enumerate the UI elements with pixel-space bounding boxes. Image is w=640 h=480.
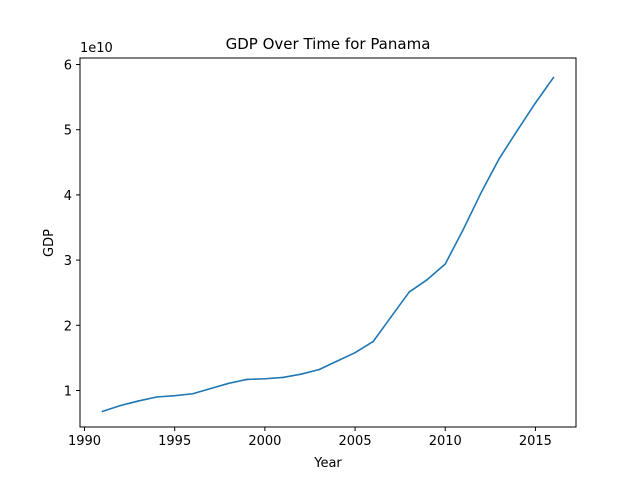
gdp-data-point (119, 404, 122, 407)
gdp-data-point (354, 351, 356, 354)
gdp-data-point (336, 360, 338, 362)
gdp-data-point (155, 396, 158, 398)
gdp-data-point (228, 382, 230, 385)
x-axis-ticks: 1990 1995 2000 2005 2010 2015 (68, 427, 552, 449)
y-axis-offset-label: 1e10 (80, 41, 113, 56)
gdp-data-point (390, 316, 392, 318)
gdp-data-point (282, 376, 284, 379)
gdp-data-point (516, 129, 519, 132)
gdp-data-point (498, 157, 501, 160)
x-tick-label: 1990 (68, 434, 101, 449)
y-tick-label: 3 (64, 254, 72, 269)
y-tick-label: 4 (64, 189, 72, 204)
gdp-data-point (408, 291, 410, 293)
y-axis-label: GDP (42, 229, 57, 257)
gdp-data-point (300, 373, 302, 375)
y-axis-ticks: 1 2 3 4 5 6 (64, 59, 80, 399)
gdp-data-point (534, 102, 537, 104)
gdp-data-point (552, 76, 555, 79)
gdp-data-point (246, 378, 248, 381)
x-tick-label: 2015 (519, 434, 552, 449)
y-tick-label: 6 (64, 59, 72, 74)
gdp-series-line (101, 76, 555, 413)
gdp-data-point (426, 278, 429, 281)
gdp-data-point (173, 394, 176, 397)
gdp-data-point (318, 368, 320, 371)
gdp-data-point (191, 392, 194, 395)
series-layer (101, 76, 555, 413)
x-tick-label: 1995 (158, 434, 191, 449)
x-axis-label: Year (313, 456, 342, 471)
gdp-data-point (209, 387, 212, 390)
gdp-data-point (480, 191, 483, 194)
gdp-data-point (264, 377, 266, 380)
y-tick-label: 5 (64, 124, 72, 139)
gdp-data-point (444, 263, 447, 265)
y-tick-label: 2 (64, 319, 72, 334)
gdp-data-point (372, 340, 374, 343)
x-tick-label: 2005 (339, 434, 372, 449)
chart-title: GDP Over Time for Panama (226, 35, 431, 53)
plot-frame (79, 57, 577, 428)
gdp-data-point (137, 400, 140, 402)
x-tick-label: 2000 (248, 434, 281, 449)
gdp-data-point (101, 410, 104, 413)
x-tick-label: 2010 (429, 434, 462, 449)
gdp-data-point (462, 228, 465, 231)
y-tick-label: 1 (64, 384, 72, 399)
